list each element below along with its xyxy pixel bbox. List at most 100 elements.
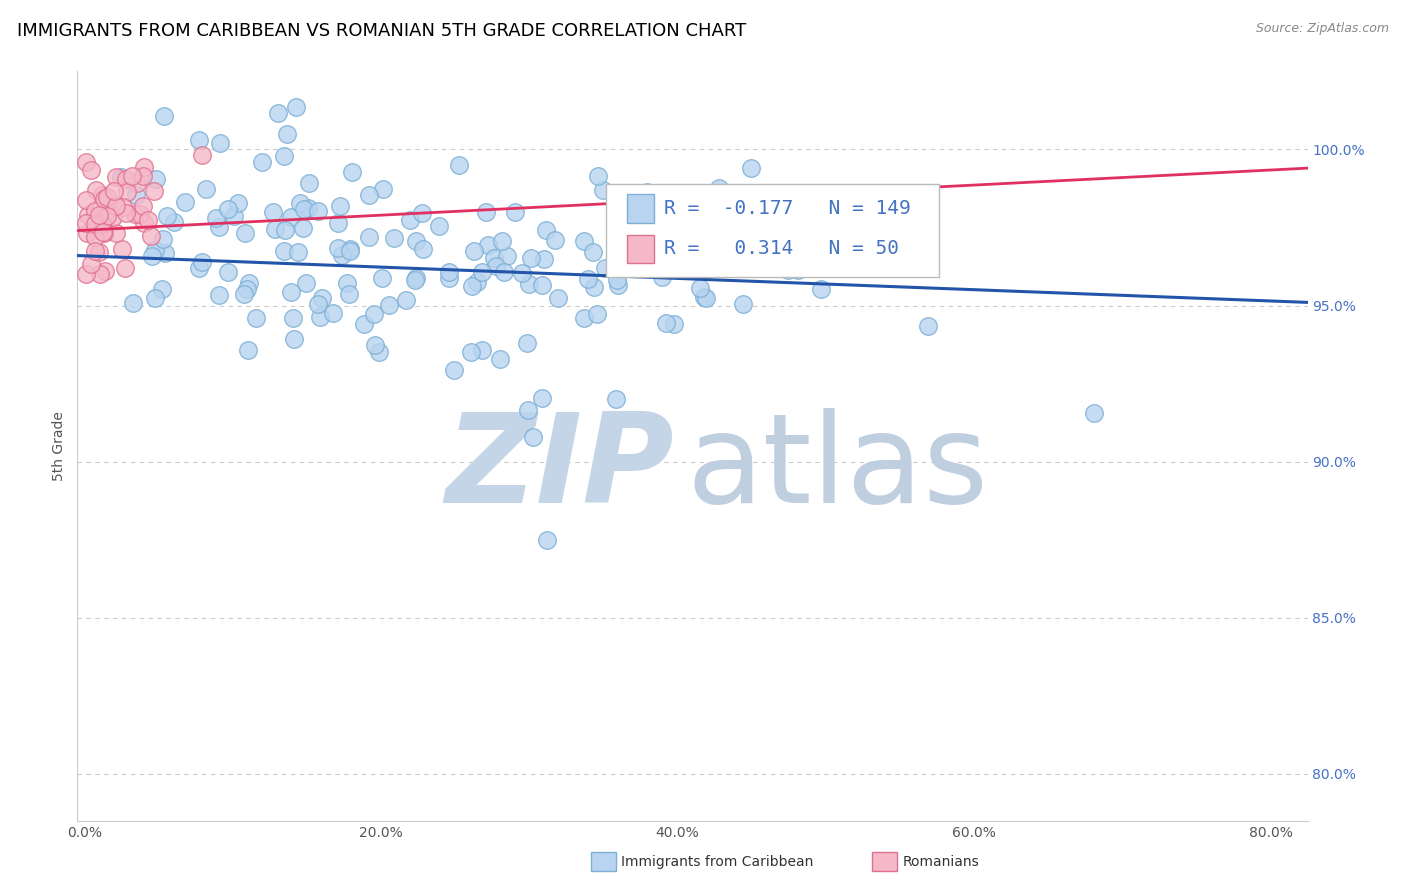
Y-axis label: 5th Grade: 5th Grade — [52, 411, 66, 481]
Point — [89, 208, 111, 222]
Point — [353, 317, 375, 331]
Point — [437, 265, 460, 279]
Point — [336, 277, 359, 291]
Point — [145, 291, 167, 305]
Point — [226, 196, 249, 211]
Point — [307, 204, 329, 219]
Point — [510, 266, 533, 280]
Point — [378, 298, 401, 312]
Point — [367, 344, 389, 359]
Point — [93, 264, 115, 278]
Point — [276, 127, 298, 141]
Point — [1083, 405, 1105, 419]
Bar — [627, 235, 654, 263]
Point — [519, 277, 541, 291]
Point — [84, 204, 107, 219]
Point — [363, 307, 385, 321]
Point — [80, 257, 103, 271]
Point — [156, 209, 179, 223]
Point — [115, 205, 138, 219]
Point — [695, 291, 717, 305]
Point — [371, 182, 394, 196]
Point — [588, 169, 610, 184]
Bar — [627, 194, 654, 223]
Point — [339, 244, 361, 258]
Point — [447, 157, 470, 171]
Point — [297, 176, 319, 190]
Point — [217, 265, 239, 279]
Point — [143, 184, 166, 198]
Point — [382, 231, 405, 245]
Point — [582, 244, 605, 259]
Point — [405, 271, 427, 285]
Point — [163, 215, 186, 229]
Point — [273, 244, 295, 258]
Point — [283, 332, 305, 346]
Point — [328, 216, 350, 230]
Point — [105, 199, 128, 213]
Point — [280, 210, 302, 224]
Point — [83, 217, 105, 231]
Point — [80, 163, 103, 178]
Point — [238, 343, 260, 357]
Point — [572, 234, 595, 248]
Point — [188, 133, 211, 147]
Point — [91, 217, 114, 231]
Point — [236, 281, 259, 295]
Point — [233, 226, 256, 240]
Point — [250, 155, 273, 169]
Point — [96, 190, 118, 204]
Point — [111, 242, 134, 256]
Point — [605, 392, 627, 406]
Point — [84, 244, 107, 258]
Point — [292, 202, 315, 216]
Point — [776, 253, 799, 268]
Point — [143, 243, 166, 257]
Point — [595, 260, 617, 275]
Point — [125, 177, 148, 191]
Point — [664, 317, 686, 331]
Point — [101, 211, 124, 225]
Point — [485, 259, 508, 273]
Point — [93, 192, 115, 206]
Point — [91, 225, 114, 239]
Point — [96, 204, 118, 219]
Point — [689, 281, 711, 295]
Point — [679, 214, 702, 228]
Point — [357, 188, 380, 202]
Point — [520, 251, 543, 265]
Point — [536, 533, 558, 547]
Point — [461, 279, 484, 293]
Point — [132, 161, 155, 175]
Point — [606, 277, 628, 292]
Point — [104, 170, 127, 185]
Text: R =   0.314   N = 50: R = 0.314 N = 50 — [664, 239, 900, 259]
Point — [534, 223, 557, 237]
Point — [443, 363, 465, 377]
Point — [84, 230, 107, 244]
Point — [75, 193, 97, 207]
Point — [96, 209, 118, 223]
Text: IMMIGRANTS FROM CARIBBEAN VS ROMANIAN 5TH GRADE CORRELATION CHART: IMMIGRANTS FROM CARIBBEAN VS ROMANIAN 5T… — [17, 22, 747, 40]
Point — [89, 244, 111, 259]
Point — [115, 186, 138, 200]
Point — [364, 337, 387, 351]
Point — [582, 280, 605, 294]
Point — [531, 392, 554, 406]
Point — [330, 248, 353, 262]
Point — [326, 241, 349, 255]
Point — [110, 169, 132, 184]
Point — [371, 271, 394, 285]
Point — [474, 205, 496, 219]
Point — [132, 199, 155, 213]
Point — [217, 202, 239, 216]
Point — [191, 255, 214, 269]
Point — [339, 242, 361, 256]
Point — [709, 181, 731, 195]
Point — [208, 219, 231, 234]
Point — [111, 200, 134, 214]
Point — [245, 311, 267, 326]
Point — [233, 286, 256, 301]
Point — [222, 210, 245, 224]
Point — [547, 292, 569, 306]
